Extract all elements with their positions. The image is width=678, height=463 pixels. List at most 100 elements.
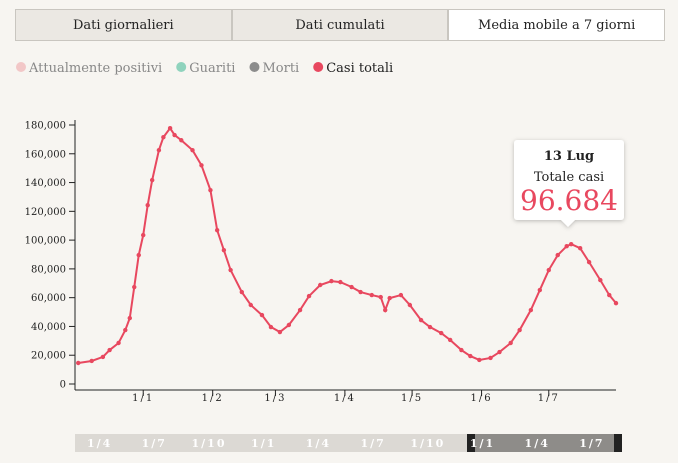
data-point <box>167 125 173 131</box>
data-point <box>172 132 177 138</box>
legend-label: Guariti <box>189 61 235 76</box>
navigator-label: 1/7 <box>142 437 167 450</box>
data-point <box>179 138 184 143</box>
data-point <box>199 163 204 168</box>
y-tick-label: 120,000 <box>25 207 66 218</box>
data-point <box>369 292 374 298</box>
y-tick-label: 160,000 <box>25 149 66 160</box>
navigator-label: 1/1 <box>251 437 276 450</box>
data-point <box>190 147 195 153</box>
data-point <box>228 267 233 273</box>
data-point <box>259 312 265 318</box>
x-tick-label: 1/7 <box>538 393 560 404</box>
legend-label: Morti <box>262 61 299 76</box>
data-point <box>577 245 583 251</box>
data-point <box>329 278 334 284</box>
data-point <box>149 177 155 183</box>
data-point <box>214 227 220 233</box>
data-point <box>306 293 312 299</box>
data-point <box>564 243 569 249</box>
data-point <box>459 347 464 353</box>
data-point <box>528 307 534 313</box>
tooltip-date: 13 Lug <box>544 149 594 164</box>
data-point <box>508 340 513 346</box>
legend-label: Attualmente positivi <box>28 61 162 76</box>
data-point <box>468 353 473 359</box>
data-point <box>268 324 274 330</box>
navigator-selection[interactable] <box>467 434 622 452</box>
tooltip-label: Totale casi <box>534 170 604 185</box>
data-point <box>277 329 283 335</box>
navigator-label: 1/10 <box>192 437 227 450</box>
data-point <box>100 354 106 360</box>
x-tick-label: 1/2 <box>202 393 224 404</box>
data-point <box>546 267 551 273</box>
data-point <box>132 284 137 290</box>
data-point <box>607 292 612 298</box>
navigator-label: 1/4 <box>306 437 331 450</box>
data-point <box>407 302 413 308</box>
legend-swatch <box>16 62 26 72</box>
data-point <box>286 322 292 328</box>
navigator-handle[interactable] <box>614 434 622 452</box>
data-point <box>447 337 453 343</box>
data-point <box>555 252 560 258</box>
data-point <box>358 289 363 295</box>
data-point <box>378 294 383 300</box>
data-point <box>383 307 388 313</box>
data-point <box>427 324 433 330</box>
tab[interactable]: Dati cumulati <box>231 9 449 41</box>
y-tick-label: 0 <box>60 380 66 391</box>
y-tick-label: 40,000 <box>31 322 66 333</box>
data-point <box>248 302 253 308</box>
navigator-label: 1/4 <box>87 437 112 450</box>
x-tick-label: 1/1 <box>132 393 154 404</box>
y-tick-label: 100,000 <box>25 236 66 247</box>
data-point <box>488 355 493 361</box>
data-point <box>107 347 112 353</box>
data-point <box>387 295 392 301</box>
data-point <box>613 300 619 306</box>
data-point <box>161 135 166 140</box>
data-point <box>145 202 150 208</box>
data-point <box>497 349 502 355</box>
data-point <box>338 279 343 285</box>
data-point <box>477 357 482 363</box>
data-point <box>141 232 146 238</box>
navigator-label: 1/1 <box>470 437 495 450</box>
data-point <box>123 327 128 333</box>
legend-swatch <box>249 62 260 72</box>
legend-label: Casi totali <box>326 61 393 76</box>
data-point <box>349 284 354 290</box>
legend-swatch <box>313 62 324 72</box>
x-tick-label: 1/5 <box>401 393 423 404</box>
y-tick-label: 140,000 <box>25 178 66 189</box>
navigator-label: 1/4 <box>525 437 550 450</box>
data-point <box>89 358 94 364</box>
navigator-label: 1/7 <box>579 437 604 450</box>
data-point <box>76 360 81 366</box>
navigator-handle[interactable] <box>467 434 475 452</box>
y-tick-label: 20,000 <box>31 351 66 362</box>
data-point <box>318 282 323 288</box>
series-line <box>78 126 617 364</box>
data-point <box>586 259 592 265</box>
data-point <box>221 247 227 253</box>
x-tick-label: 1/4 <box>334 393 356 404</box>
data-point <box>517 327 522 333</box>
tab-bar: Dati giornalieri Dati cumulati Media mob… <box>15 9 666 41</box>
y-tick-label: 180,000 <box>25 121 66 132</box>
data-point <box>127 315 132 321</box>
data-point <box>297 307 303 313</box>
data-point <box>568 241 574 247</box>
data-point <box>398 292 404 298</box>
y-tick-label: 80,000 <box>31 264 66 275</box>
data-point <box>116 340 121 346</box>
tooltip-value: 96.684 <box>520 184 618 217</box>
tab[interactable]: Dati giornalieri <box>15 9 232 41</box>
data-point <box>598 277 603 283</box>
data-point <box>418 317 424 323</box>
tab[interactable]: Media mobile a 7 giorni <box>448 9 666 41</box>
